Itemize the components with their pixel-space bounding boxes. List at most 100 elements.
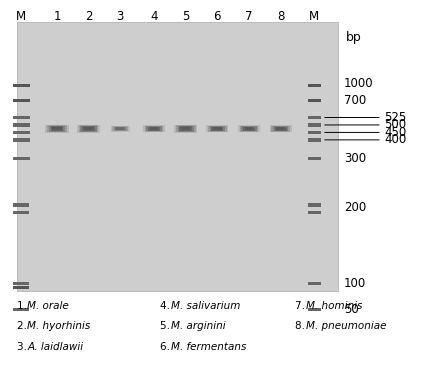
Bar [308, 211, 321, 214]
Bar [13, 138, 30, 141]
Bar [273, 126, 288, 131]
Text: 450: 450 [384, 126, 406, 139]
Bar [174, 125, 197, 133]
Bar [145, 125, 163, 132]
Text: 6: 6 [214, 10, 221, 23]
Text: 7.: 7. [295, 301, 308, 311]
Bar [275, 126, 287, 131]
Bar [13, 282, 29, 285]
Bar [116, 128, 124, 130]
Text: 200: 200 [344, 201, 366, 213]
Bar [13, 157, 30, 160]
Bar [308, 84, 321, 87]
Bar [13, 286, 29, 289]
Bar [13, 131, 30, 134]
Text: M: M [309, 10, 319, 23]
Bar [82, 126, 95, 131]
Bar [276, 127, 285, 130]
Text: 525: 525 [384, 111, 406, 124]
Bar [238, 125, 260, 132]
Text: 2.: 2. [17, 322, 30, 331]
Bar [46, 125, 68, 133]
Text: 700: 700 [344, 94, 366, 107]
Text: bp: bp [346, 31, 362, 44]
Text: M. orale: M. orale [27, 301, 69, 311]
Bar [270, 125, 292, 132]
Bar [240, 125, 258, 132]
FancyBboxPatch shape [17, 22, 338, 291]
Bar [243, 126, 255, 131]
Text: 4.: 4. [160, 301, 173, 311]
Text: 8: 8 [277, 10, 284, 23]
Bar [241, 126, 257, 131]
Bar [148, 126, 160, 131]
Bar [84, 127, 93, 130]
Bar [143, 125, 165, 132]
Bar [77, 125, 100, 133]
Text: 1: 1 [53, 10, 61, 23]
Text: M. arginini: M. arginini [171, 322, 225, 331]
Bar [79, 125, 98, 132]
Bar [150, 127, 158, 130]
Text: 6.: 6. [160, 342, 173, 352]
Bar [308, 204, 321, 207]
Bar [176, 125, 195, 132]
Bar [13, 116, 30, 119]
Bar [308, 99, 321, 102]
Bar [308, 138, 321, 141]
Bar [49, 126, 65, 132]
Text: M. salivarium: M. salivarium [171, 301, 240, 311]
Bar [271, 125, 290, 132]
Bar [81, 126, 97, 132]
Bar [13, 204, 29, 207]
Text: 8.: 8. [295, 322, 308, 331]
Text: 5: 5 [182, 10, 189, 23]
Bar [47, 125, 67, 132]
Bar [13, 99, 30, 102]
Text: 7: 7 [245, 10, 253, 23]
Bar [52, 127, 62, 130]
Bar [308, 282, 321, 285]
Bar [13, 123, 30, 126]
Bar [111, 126, 130, 132]
Bar [308, 131, 321, 134]
Text: M. hyorhinis: M. hyorhinis [27, 322, 91, 331]
Text: 1000: 1000 [344, 78, 373, 90]
Text: 400: 400 [384, 134, 406, 146]
Bar [308, 157, 321, 160]
Text: M. hominis: M. hominis [306, 301, 362, 311]
Text: 3: 3 [116, 10, 124, 23]
Bar [308, 116, 321, 119]
Bar [13, 84, 30, 87]
Bar [211, 126, 223, 131]
Bar [13, 308, 29, 311]
Bar [181, 127, 190, 130]
Text: 100: 100 [344, 277, 366, 290]
Bar [146, 126, 162, 131]
Text: M. fermentans: M. fermentans [171, 342, 246, 352]
Bar [210, 126, 225, 131]
Text: 1.: 1. [17, 301, 30, 311]
Bar [308, 123, 321, 126]
Text: 500: 500 [384, 119, 406, 131]
Text: M: M [16, 10, 26, 23]
Text: 5.: 5. [160, 322, 173, 331]
Bar [208, 125, 227, 132]
Bar [213, 127, 222, 130]
Bar [13, 211, 29, 214]
Text: 3.: 3. [17, 342, 30, 352]
Bar [115, 127, 125, 130]
Bar [179, 126, 192, 131]
Text: M. pneumoniae: M. pneumoniae [306, 322, 387, 331]
Text: 50: 50 [344, 303, 359, 316]
Text: 300: 300 [344, 153, 366, 165]
Text: A. laidlawii: A. laidlawii [27, 342, 84, 352]
Bar [51, 126, 63, 131]
Text: 4: 4 [150, 10, 158, 23]
Bar [112, 126, 128, 131]
Bar [206, 125, 228, 132]
Bar [114, 126, 127, 131]
Bar [178, 126, 194, 132]
Bar [245, 127, 253, 130]
Text: 2: 2 [85, 10, 92, 23]
